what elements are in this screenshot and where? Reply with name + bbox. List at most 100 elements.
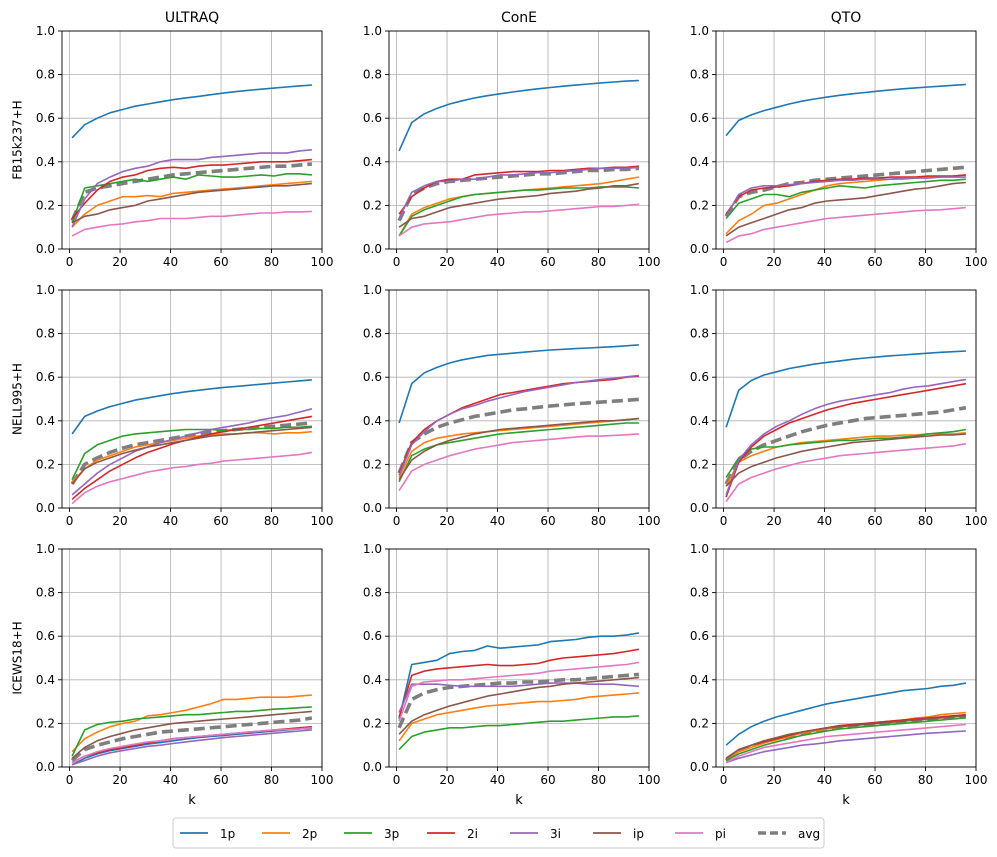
y-tick-label: 0.2: [363, 198, 382, 212]
grid: [389, 30, 650, 250]
y-tick-label: 0.8: [36, 327, 55, 341]
x-tick-label: 100: [965, 773, 988, 787]
series-line-avg: [70, 421, 313, 485]
axes-frame: [388, 548, 650, 768]
subplot-title: ConE: [501, 10, 537, 26]
series-line-1p: [71, 379, 312, 435]
series-line-3i: [725, 378, 967, 496]
x-tick-label: 0: [66, 514, 74, 528]
series-line-2i: [71, 725, 312, 764]
grid: [62, 289, 323, 509]
series-line-ip: [71, 182, 312, 224]
y-tick-label: 0.8: [363, 327, 382, 341]
series-line-3i: [725, 730, 966, 764]
x-tick-label: 100: [311, 773, 334, 787]
legend-label: 2p: [302, 827, 317, 841]
x-tick-label: 20: [439, 773, 454, 787]
legend-item-3p: 3p: [344, 827, 399, 841]
x-tick-label: 80: [264, 773, 279, 787]
y-tick-label: 0.8: [36, 68, 55, 82]
y-tick-label: 0.0: [36, 501, 55, 515]
x-tick-label: 40: [163, 255, 178, 269]
y-tick-label: 0.6: [36, 629, 55, 643]
y-tick-label: 1.0: [363, 542, 382, 556]
x-tick-label: 0: [393, 773, 401, 787]
series-line-3i: [398, 166, 639, 219]
series-line-1p: [398, 632, 640, 720]
grid: [389, 548, 650, 768]
y-axis-label: ICEWS18+H: [11, 621, 25, 694]
y-tick-label: 0.8: [690, 327, 709, 341]
subplot-1-3: 0 20 40 60 80 100 0.0 0.2 0.4 0.6 0.8 1.0 QTO: [690, 10, 988, 269]
y-tick-label: 1.0: [363, 283, 382, 297]
x-tick-label: 20: [766, 255, 781, 269]
grid: [62, 548, 323, 768]
x-tick-label: 60: [867, 514, 882, 528]
legend-label: 2i: [467, 827, 478, 841]
x-tick-label: 100: [638, 514, 661, 528]
y-tick-label: 0.4: [363, 673, 382, 687]
ticks: 0 20 40 60 80 100 0.0 0.2 0.4 0.6 0.8 1.0: [690, 283, 988, 528]
y-tick-label: 0.0: [363, 242, 382, 256]
axes-frame: [715, 289, 977, 509]
x-tick-label: 0: [720, 773, 728, 787]
axes-frame: [61, 289, 323, 509]
series-line-3i: [725, 176, 966, 217]
x-tick-label: 100: [638, 255, 661, 269]
y-tick-label: 1.0: [690, 283, 709, 297]
series-line-pi: [725, 723, 966, 764]
y-tick-label: 0.0: [36, 242, 55, 256]
x-tick-label: 60: [540, 773, 555, 787]
y-tick-label: 0.0: [690, 501, 709, 515]
y-tick-label: 0.6: [363, 370, 382, 384]
series-line-3p: [725, 178, 966, 220]
series-line-1p: [71, 727, 312, 766]
x-tick-label: 60: [540, 255, 555, 269]
y-tick-label: 0.8: [690, 586, 709, 600]
series-line-3i: [398, 374, 639, 476]
x-tick-label: 80: [591, 514, 606, 528]
y-tick-label: 0.0: [363, 760, 382, 774]
y-tick-label: 0.6: [690, 629, 709, 643]
subplot-2-2: 0 20 40 60 80 100 0.0 0.2 0.4 0.6 0.8 1.0: [363, 283, 661, 528]
series-line-1p: [725, 83, 966, 137]
y-tick-label: 0.0: [690, 242, 709, 256]
y-tick-label: 0.4: [36, 673, 55, 687]
ticks: 0 20 40 60 80 100 0.0 0.2 0.4 0.6 0.8 1.0: [363, 542, 661, 787]
y-tick-label: 0.4: [690, 155, 709, 169]
x-tick-label: 100: [965, 514, 988, 528]
series-line-avg: [724, 405, 967, 485]
x-tick-label: 100: [638, 773, 661, 787]
y-tick-label: 0.2: [690, 198, 709, 212]
y-tick-label: 0.2: [36, 457, 55, 471]
series-line-1p: [725, 350, 966, 428]
series-line-avg: [724, 165, 967, 218]
ticks: 0 20 40 60 80 100 0.0 0.2 0.4 0.6 0.8 1.0: [363, 283, 661, 528]
x-tick-label: 40: [490, 255, 505, 269]
series-line-ip: [725, 715, 966, 759]
y-tick-label: 0.6: [690, 111, 709, 125]
x-tick-label: 80: [264, 255, 279, 269]
series-line-pi: [398, 433, 639, 492]
series-line-2p: [725, 174, 966, 235]
ticks: 0 20 40 60 80 100 0.0 0.2 0.4 0.6 0.8 1.0: [36, 24, 334, 269]
legend-item-3i: 3i: [510, 827, 561, 841]
series-line-2i: [725, 174, 966, 215]
legend-box: [172, 817, 825, 849]
series-line-1p: [71, 84, 312, 139]
series-line-pi: [71, 727, 312, 764]
ticks: 0 20 40 60 80 100 0.0 0.2 0.4 0.6 0.8 1.0: [690, 24, 988, 269]
series-line-3p: [725, 717, 966, 762]
x-tick-label: 20: [766, 514, 781, 528]
x-axis-label: k: [842, 793, 850, 808]
y-tick-label: 1.0: [690, 542, 709, 556]
y-tick-label: 0.6: [690, 370, 709, 384]
legend-item-2i: 2i: [427, 827, 478, 841]
legend-item-1p: 1p: [180, 827, 235, 841]
y-tick-label: 1.0: [36, 24, 55, 38]
axes-frame: [715, 548, 977, 768]
series-line-1p: [398, 344, 639, 424]
grid: [62, 30, 323, 250]
series-group: [724, 682, 967, 764]
y-tick-label: 0.4: [36, 414, 55, 428]
